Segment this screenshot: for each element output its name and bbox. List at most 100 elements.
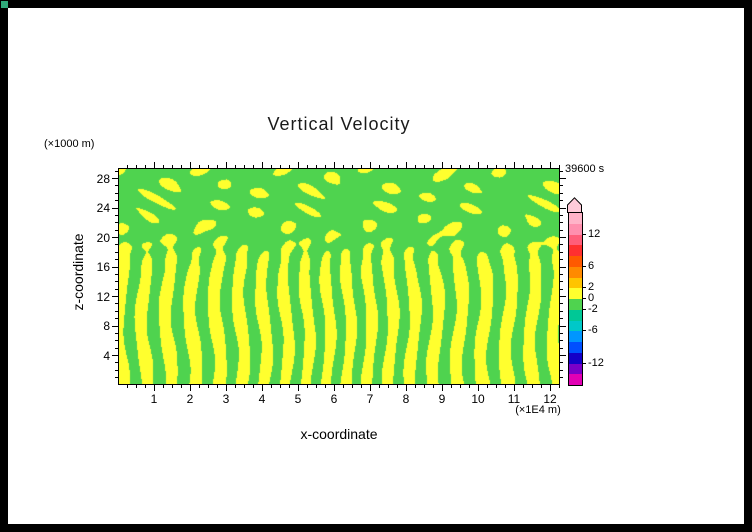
- x-tick: [468, 165, 470, 168]
- x-tick: [549, 162, 551, 168]
- colorbar-tick: [583, 265, 586, 267]
- x-tick: [513, 162, 515, 168]
- x-tick: [198, 165, 200, 168]
- x-tick-label: 3: [222, 392, 230, 406]
- x-tick: [414, 385, 416, 388]
- x-tick: [279, 385, 281, 388]
- x-tick: [369, 385, 371, 391]
- y-tick-label: 28: [96, 171, 110, 186]
- x-tick: [198, 385, 200, 388]
- x-tick-label: 10: [471, 392, 485, 406]
- colorbar-segment: [569, 342, 582, 353]
- x-tick: [162, 385, 164, 388]
- colorbar-segment: [569, 374, 582, 385]
- x-tick: [315, 165, 317, 168]
- y-tick: [115, 362, 118, 364]
- x-tick: [126, 165, 128, 168]
- x-tick-label: 5: [294, 392, 302, 406]
- colorbar-segment: [569, 363, 582, 375]
- x-tick: [405, 162, 407, 168]
- colorbar-segment: [569, 234, 582, 246]
- y-tick-label: 16: [96, 260, 110, 274]
- y-tick: [560, 266, 566, 268]
- x-tick: [441, 162, 443, 168]
- y-tick: [560, 303, 563, 305]
- y-tick: [560, 200, 563, 202]
- x-tick-label: 4: [258, 392, 266, 406]
- y-tick: [112, 325, 118, 327]
- colorbar-segment: [569, 299, 582, 310]
- x-tick: [360, 385, 362, 388]
- x-tick: [243, 165, 245, 168]
- x-tick: [477, 385, 479, 391]
- y-tick-label: 24: [96, 201, 110, 215]
- y-tick: [560, 369, 563, 371]
- x-tick: [477, 162, 479, 168]
- colorbar-tick: [583, 287, 586, 289]
- x-tick: [306, 165, 308, 168]
- x-tick: [540, 385, 542, 388]
- x-tick: [396, 385, 398, 388]
- colorbar-segment: [569, 352, 582, 364]
- x-tick: [126, 385, 128, 388]
- x-tick: [450, 385, 452, 388]
- colorbar-segment: [569, 245, 582, 256]
- y-tick: [560, 273, 563, 275]
- x-tick: [153, 385, 155, 391]
- plot-frame: [118, 168, 560, 385]
- colorbar-segment: [569, 277, 582, 289]
- x-tick: [135, 385, 137, 388]
- y-tick: [560, 377, 563, 379]
- colorbar-arrow: [567, 197, 582, 213]
- x-tick: [270, 385, 272, 388]
- x-tick: [225, 385, 227, 391]
- x-tick: [189, 385, 191, 391]
- colorbar-tick: [583, 298, 586, 299]
- y-tick: [560, 251, 563, 253]
- x-tick: [504, 385, 506, 388]
- x-tick: [432, 385, 434, 388]
- x-tick: [144, 385, 146, 388]
- x-tick: [162, 165, 164, 168]
- x-tick: [378, 385, 380, 388]
- x-tick: [279, 165, 281, 168]
- colorbar-tick: [583, 362, 586, 364]
- y-tick: [560, 237, 566, 238]
- x-tick: [252, 165, 254, 168]
- colorbar-segment: [569, 320, 582, 332]
- x-tick: [387, 385, 389, 388]
- y-tick: [115, 288, 118, 290]
- x-axis-label: x-coordinate: [300, 426, 378, 442]
- x-tick: [261, 162, 263, 168]
- x-tick: [297, 385, 299, 391]
- y-tick: [560, 325, 566, 327]
- x-tick: [531, 165, 533, 168]
- x-tick: [297, 162, 299, 168]
- x-tick: [288, 385, 290, 388]
- x-tick: [423, 385, 425, 388]
- y-tick: [115, 229, 118, 231]
- colorbar-segment: [569, 331, 582, 342]
- colorbar-segment: [569, 256, 582, 267]
- x-tick: [513, 385, 515, 391]
- x-tick: [387, 165, 389, 168]
- y-tick: [115, 377, 118, 379]
- plot-title: Vertical Velocity: [267, 114, 411, 134]
- x-tick: [504, 165, 506, 168]
- y-tick: [560, 318, 563, 320]
- x-tick: [144, 165, 146, 168]
- x-tick-label: 1: [150, 392, 158, 406]
- x-tick: [495, 165, 497, 168]
- x-tick: [558, 165, 560, 168]
- y-tick: [560, 244, 563, 246]
- y-tick: [560, 347, 563, 349]
- x-tick: [432, 165, 434, 168]
- x-tick: [315, 385, 317, 388]
- corner-pixel-artifact: [1, 1, 8, 8]
- y-tick: [115, 200, 118, 202]
- y-tick: [115, 347, 118, 349]
- y-tick: [560, 170, 563, 172]
- colorbar-tick-label: 6: [588, 259, 595, 272]
- y-tick: [560, 207, 566, 209]
